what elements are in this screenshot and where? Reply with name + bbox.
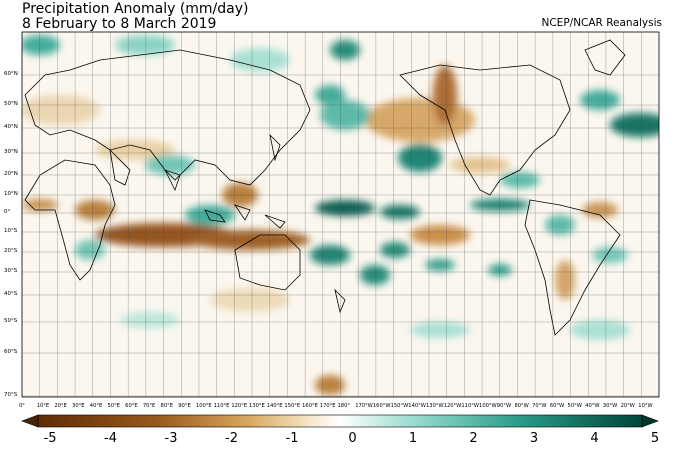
longitude-label: 100°E [195, 403, 212, 409]
longitude-label: 150°E [284, 403, 301, 409]
longitude-label: 120°E [231, 403, 248, 409]
map-title: Precipitation Anomaly (mm/day) [22, 1, 249, 17]
longitude-label: 160°E [302, 403, 318, 409]
longitude-label: 150°W [390, 403, 409, 409]
anomaly-shading [22, 35, 659, 395]
longitude-label: 140°E [266, 403, 283, 409]
colorbar-tick-label: -3 [164, 431, 178, 446]
colorbar-gradient [37, 414, 643, 428]
longitude-label: 170°E [319, 403, 336, 409]
latitude-label: 20°S [4, 248, 18, 254]
latitude-label: 60°S [4, 349, 18, 355]
latitude-label: 0° [4, 209, 11, 215]
latitude-label: 10°S [4, 228, 18, 234]
colorbar-tick-label: -5 [43, 431, 57, 446]
longitude-label: 110°W [461, 403, 479, 409]
longitude-label: 80°E [160, 403, 174, 409]
longitude-label: 20°W [620, 403, 635, 409]
colorbar-tick-label: 3 [529, 431, 539, 446]
colorbar-tick-label: 1 [408, 431, 418, 446]
colorbar-max-extension [641, 414, 659, 428]
longitude-label: 60°E [125, 403, 138, 409]
meridians [22, 32, 642, 397]
longitude-label: 130°W [425, 403, 444, 409]
longitude-label: 70°W [532, 403, 547, 409]
latitude-label: 40°S [4, 291, 18, 297]
colorbar-tick-label: -4 [104, 431, 117, 446]
latitude-label: 60°N [4, 71, 18, 77]
longitude-label: 90°W [496, 403, 512, 409]
latitude-label: 10°N [4, 191, 18, 197]
longitude-label: 90°E [178, 403, 191, 409]
colorbar-tick-label: 5 [650, 431, 660, 446]
latitude-label: 40°N [4, 124, 18, 130]
colorbar-tick-label: -2 [225, 431, 238, 446]
longitude-label: 160°W [372, 403, 391, 409]
longitude-label: 30°E [72, 403, 85, 409]
longitude-label: 20°E [54, 403, 67, 409]
longitude-label: 10°E [36, 403, 50, 409]
map-subtitle: 8 February to 8 March 2019 [22, 16, 217, 32]
longitude-label: 50°W [567, 403, 582, 409]
longitude-label: 80°W [514, 403, 529, 409]
longitude-label: 0° [19, 403, 25, 409]
longitude-label: 130°E [249, 403, 265, 409]
longitude-label: 10°W [638, 403, 653, 409]
latitude-label: 70°S [4, 392, 18, 398]
longitude-label: 60°W [549, 403, 565, 409]
latitude-label: 30°S [4, 268, 18, 274]
colorbar-min-extension [21, 414, 39, 428]
longitude-label: 40°W [585, 403, 600, 409]
colorbar [21, 414, 659, 428]
latitude-label: 20°N [4, 171, 18, 177]
latitude-label: 50°N [4, 101, 18, 107]
longitude-label: 140°W [408, 403, 426, 409]
data-source-credit: NCEP/NCAR Reanalysis [541, 17, 663, 29]
map-frame [21, 31, 660, 398]
colorbar-tick-label: -1 [285, 431, 299, 446]
colorbar-tick-label: 0 [348, 431, 357, 446]
longitude-label: 40°E [89, 403, 103, 409]
latitude-label: 30°N [4, 149, 18, 155]
latitude-label: 50°S [4, 318, 18, 324]
longitude-label: 50°E [107, 403, 120, 409]
colorbar-tick-label: 4 [590, 431, 599, 446]
longitude-label: 170°W [355, 403, 373, 409]
longitude-label: 70°E [142, 403, 156, 409]
longitude-label: 30°W [602, 403, 618, 409]
colorbar-tick-label: 2 [469, 431, 478, 446]
longitude-label: 180° [337, 403, 351, 409]
map-field [22, 32, 659, 397]
longitude-label: 120°W [443, 403, 462, 409]
longitude-label: 100°W [479, 403, 497, 409]
longitude-label: 110°E [213, 403, 230, 409]
